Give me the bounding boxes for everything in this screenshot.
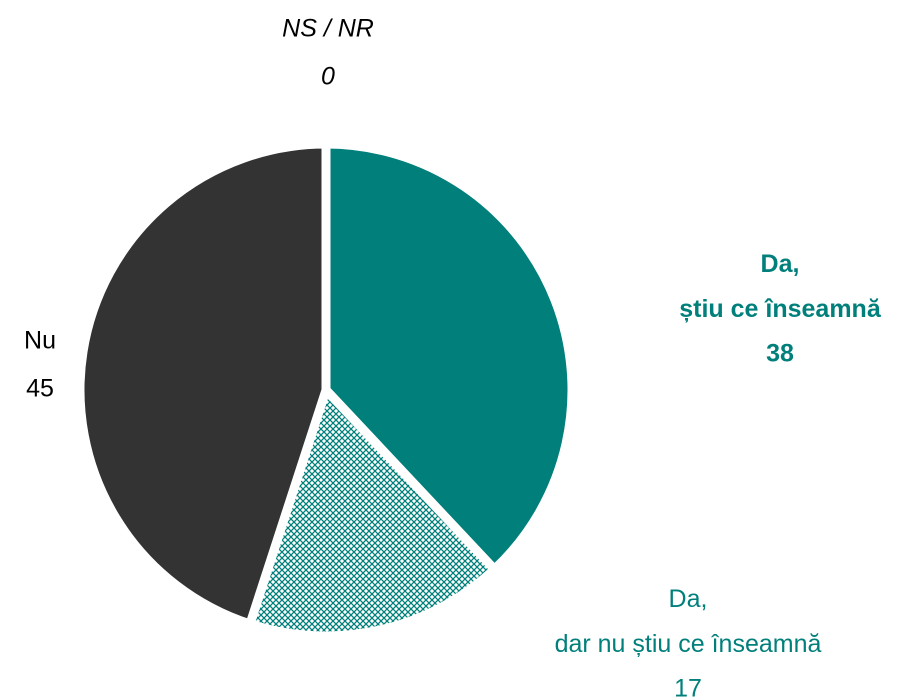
slice-label: NS / NR [282, 15, 374, 43]
label-line: știu ce înseamnă [679, 295, 882, 323]
slice-label: Da, știu ce înseamnă [679, 250, 882, 323]
label-line: Da, [669, 585, 708, 613]
label-line: dar nu știu ce înseamnă [555, 630, 822, 658]
label-line: Da, [761, 250, 800, 278]
pie-slice [244, 381, 501, 641]
pie-slice [321, 139, 577, 576]
slice-label: Nu [24, 327, 56, 355]
value-label: 17 [674, 675, 702, 700]
slice-label: Da, dar nu știu ce înseamnă [555, 585, 822, 658]
value-label: 38 [766, 340, 794, 368]
value-label: 0 [321, 63, 335, 91]
pie-slice [75, 139, 331, 630]
value-label: 45 [26, 375, 54, 403]
